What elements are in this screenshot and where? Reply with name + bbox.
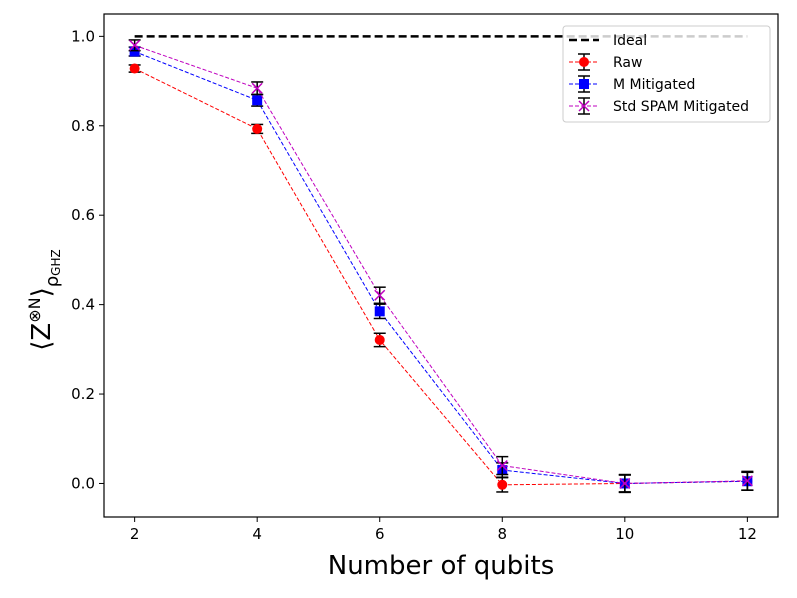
data-point xyxy=(741,475,753,487)
y-axis-label: ⟨Z⊗N⟩ρGHZ xyxy=(25,249,63,350)
legend-marker xyxy=(579,79,589,89)
y-axis-label-sub: ρ xyxy=(42,276,63,287)
y-tick-label: 0.0 xyxy=(71,474,95,492)
data-point xyxy=(252,123,263,134)
x-tick-label: 6 xyxy=(375,525,385,543)
svg-text:⟨Z⊗N⟩ρGHZ: ⟨Z⊗N⟩ρGHZ xyxy=(25,249,63,350)
x-tick-label: 2 xyxy=(130,525,140,543)
series-line xyxy=(134,44,748,484)
legend-label: Ideal xyxy=(613,33,647,49)
x-axis-label: Number of qubits xyxy=(328,551,554,581)
legend-marker xyxy=(578,100,590,112)
legend-entry: Ideal xyxy=(569,33,647,49)
data-point xyxy=(374,306,385,317)
data-point xyxy=(496,460,508,472)
y-tick-label: 0.2 xyxy=(71,385,95,403)
x-tick-label: 10 xyxy=(615,525,634,543)
data-point xyxy=(497,479,508,490)
legend-marker xyxy=(579,57,589,67)
y-tick-label: 1.0 xyxy=(71,27,95,45)
series-line xyxy=(134,68,748,486)
data-point xyxy=(374,334,385,345)
y-tick-label: 0.4 xyxy=(71,296,95,314)
data-point xyxy=(619,477,631,489)
legend-label: Raw xyxy=(613,55,642,71)
data-point xyxy=(252,95,263,106)
y-axis-label-subsub: GHZ xyxy=(49,249,63,276)
legend-entry: Std SPAM Mitigated xyxy=(569,97,749,115)
y-axis-label-close: ⟩ xyxy=(27,287,57,297)
legend-entry: M Mitigated xyxy=(569,75,695,93)
data-point xyxy=(129,39,141,51)
data-point xyxy=(374,289,386,301)
series-line xyxy=(134,51,748,484)
legend-label: Std SPAM Mitigated xyxy=(613,99,749,115)
x-tick-label: 12 xyxy=(738,525,757,543)
y-axis-label-sup: ⊗N xyxy=(25,297,44,322)
y-axis-label-main: ⟨Z xyxy=(27,323,57,351)
legend-label: M Mitigated xyxy=(613,77,695,93)
legend-entry: Raw xyxy=(569,53,642,71)
data-point xyxy=(251,82,263,94)
data-point xyxy=(129,46,140,57)
legend-box xyxy=(562,25,771,123)
data-point xyxy=(129,63,140,74)
x-tick-label: 4 xyxy=(252,525,262,543)
series-std-spam-mitigated xyxy=(128,39,754,494)
x-tick-label: 8 xyxy=(497,525,507,543)
y-tick-label: 0.6 xyxy=(71,206,95,224)
y-tick-label: 0.8 xyxy=(71,117,95,135)
plot-frame xyxy=(103,13,779,518)
